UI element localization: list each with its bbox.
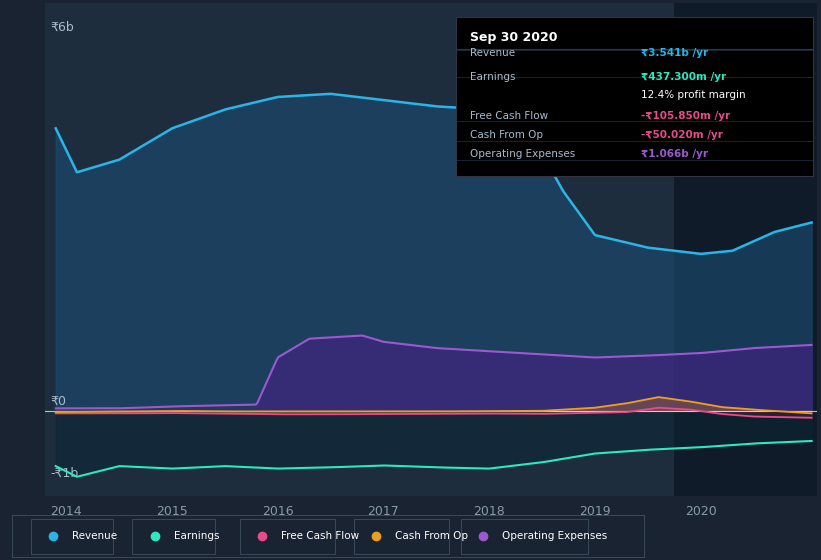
Text: Operating Expenses: Operating Expenses [502, 531, 608, 541]
FancyBboxPatch shape [461, 519, 588, 554]
Text: Cash From Op: Cash From Op [395, 531, 468, 541]
FancyBboxPatch shape [240, 519, 335, 554]
Text: Earnings: Earnings [470, 72, 516, 82]
Text: Free Cash Flow: Free Cash Flow [281, 531, 359, 541]
Text: Cash From Op: Cash From Op [470, 130, 543, 139]
Text: -₹1b: -₹1b [50, 467, 79, 480]
Text: ₹6b: ₹6b [50, 21, 74, 34]
Text: Sep 30 2020: Sep 30 2020 [470, 31, 557, 44]
Bar [674, 3, 817, 496]
Text: 12.4% profit margin: 12.4% profit margin [641, 90, 746, 100]
Text: Revenue: Revenue [72, 531, 117, 541]
Text: Free Cash Flow: Free Cash Flow [470, 110, 548, 120]
FancyBboxPatch shape [354, 519, 448, 554]
Text: -₹50.020m /yr: -₹50.020m /yr [641, 130, 723, 139]
Text: Revenue: Revenue [470, 48, 515, 58]
Text: ₹437.300m /yr: ₹437.300m /yr [641, 72, 727, 82]
FancyBboxPatch shape [132, 519, 214, 554]
FancyBboxPatch shape [31, 519, 113, 554]
Text: ₹1.066b /yr: ₹1.066b /yr [641, 149, 709, 159]
Text: -₹105.850m /yr: -₹105.850m /yr [641, 110, 731, 120]
Text: ₹3.541b /yr: ₹3.541b /yr [641, 48, 709, 58]
Text: Operating Expenses: Operating Expenses [470, 149, 576, 159]
Text: ₹0: ₹0 [50, 395, 67, 408]
Text: Earnings: Earnings [173, 531, 219, 541]
